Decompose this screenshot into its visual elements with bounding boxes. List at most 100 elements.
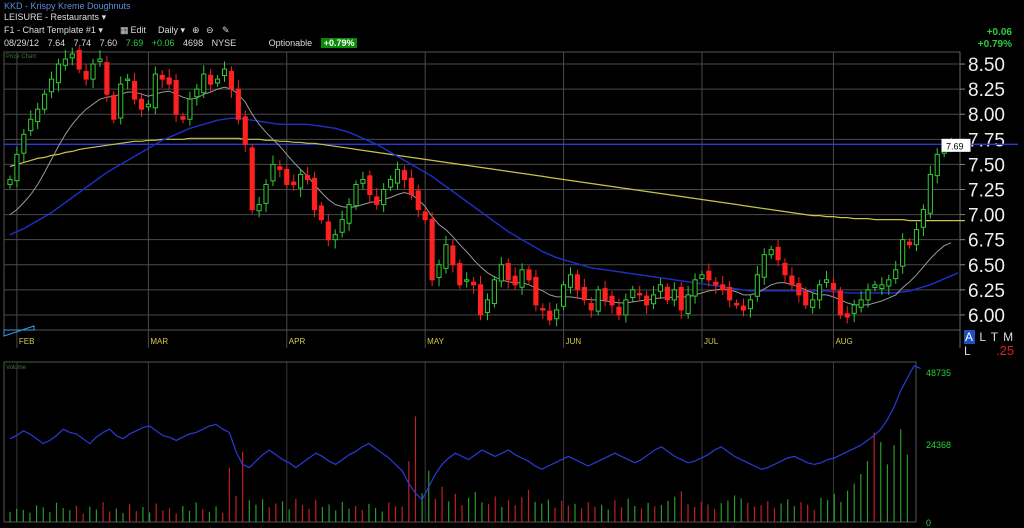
candle-body: [540, 308, 546, 311]
zoom-out-button[interactable]: ⊖: [206, 25, 214, 36]
candle-body: [775, 246, 781, 261]
candle-body: [623, 299, 629, 316]
candle-body: [422, 211, 428, 221]
candle-body: [111, 94, 117, 120]
candle-body: [332, 234, 338, 241]
candle-body: [464, 279, 470, 282]
month-label: FEB: [19, 337, 35, 346]
candle-body: [76, 49, 82, 70]
candle-body: [346, 204, 352, 224]
candle-body: [401, 170, 407, 180]
candle-body: [851, 304, 857, 314]
candle-body: [263, 183, 269, 204]
candle-body: [381, 188, 387, 206]
quote-bar: 08/29/12 7.64 7.74 7.60 7.69 +0.06 4698 …: [4, 38, 363, 49]
candle-body: [256, 204, 262, 212]
candle-body: [830, 282, 837, 291]
quote-low: 7.60: [99, 38, 118, 48]
candle-body: [616, 306, 622, 316]
optionable-label: Optionable: [268, 38, 313, 48]
candle-body: [42, 93, 48, 110]
candle-body: [208, 74, 214, 85]
zoom-in-button[interactable]: ⊕: [192, 25, 200, 36]
draw-tool-button[interactable]: ✎: [222, 25, 230, 36]
price-tick-label: 6.25: [968, 281, 1005, 302]
volume-tick-label: 0: [926, 518, 931, 528]
candle-body: [194, 88, 200, 98]
quote-high: 7.74: [73, 38, 92, 48]
period-label: Daily: [158, 25, 179, 35]
altml-selector[interactable]: A L T M L: [964, 330, 1024, 358]
template-dropdown[interactable]: F1 - Chart Template #1 ▾: [4, 25, 103, 36]
candle-body: [159, 74, 165, 80]
candle-body: [796, 283, 802, 296]
price-tick-label: 6.75: [968, 231, 1005, 252]
candle-body: [284, 168, 290, 185]
period-dropdown[interactable]: Daily ▾: [158, 25, 185, 36]
candle-body: [180, 116, 186, 120]
month-label: APR: [289, 337, 306, 346]
candle-body: [637, 292, 643, 296]
candle-body: [228, 70, 235, 90]
candle-body: [131, 81, 138, 100]
candle-body: [761, 254, 767, 278]
candle-body: [187, 98, 193, 120]
candle-body: [574, 274, 580, 291]
price-tick-label: 6.50: [968, 256, 1005, 277]
candle-body: [678, 286, 684, 311]
candle-body: [270, 163, 276, 182]
volume-ma-line: [9, 365, 921, 501]
candle-body: [900, 239, 906, 267]
scroll-marker: [3, 325, 35, 337]
chevron-down-icon: ▾: [101, 12, 107, 22]
candle-body: [581, 286, 587, 301]
candle-body: [7, 178, 13, 185]
candle-body: [671, 289, 677, 301]
candle-body: [768, 249, 774, 256]
candle-body: [484, 299, 491, 314]
candle-body: [35, 108, 41, 123]
candle-body: [561, 284, 567, 307]
candle-body: [14, 153, 20, 182]
ma-long-line: [9, 137, 965, 222]
candle-body: [291, 181, 297, 185]
price-tick-label: 8.50: [968, 55, 1005, 76]
sector-dropdown[interactable]: LEISURE - Restaurants ▾: [4, 12, 106, 23]
candle-body: [48, 78, 55, 93]
candle-body: [491, 279, 497, 305]
right-change: +0.06: [986, 27, 1012, 38]
price-tick-label: 7.75: [968, 130, 1005, 151]
candle-body: [450, 245, 456, 266]
candle-body: [367, 175, 373, 196]
candle-body: [318, 205, 324, 221]
candle-body: [512, 275, 518, 286]
pencil-icon: ✎: [222, 25, 230, 35]
chart-title: KKD - Krispy Kreme Doughnuts: [4, 1, 131, 11]
candle-body: [886, 279, 892, 287]
chevron-down-icon: ▾: [180, 25, 186, 35]
candle-body: [215, 78, 221, 84]
candle-body: [166, 77, 172, 85]
candle-body: [588, 303, 594, 311]
quote-volume: 4698: [183, 38, 204, 48]
candle-body: [325, 221, 331, 241]
edit-button[interactable]: ▦ Edit: [120, 25, 146, 36]
candle-body: [740, 305, 747, 311]
sector-label: LEISURE - Restaurants: [4, 12, 100, 22]
altml-active[interactable]: A: [964, 330, 976, 344]
candle-body: [104, 62, 110, 95]
candle-body: [62, 58, 68, 66]
candle-body: [429, 219, 435, 281]
candle-body: [657, 284, 664, 292]
edit-label: Edit: [130, 25, 147, 35]
candle-body: [83, 70, 89, 80]
candle-body: [242, 116, 248, 145]
price-panel-label: Price Chart: [6, 54, 36, 60]
altml-rest[interactable]: L T M L: [964, 330, 1015, 358]
candle-body: [249, 147, 255, 211]
month-label: MAY: [427, 337, 444, 346]
zoom-in-icon: ⊕: [192, 25, 200, 35]
candle-body: [118, 83, 124, 119]
candle-body: [69, 53, 75, 59]
